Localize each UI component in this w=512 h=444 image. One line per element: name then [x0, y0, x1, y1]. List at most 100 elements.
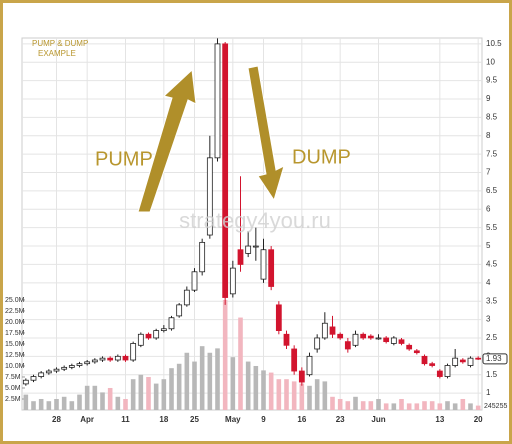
volume-bar — [330, 396, 335, 410]
candle-body — [222, 43, 229, 298]
candle-body — [176, 304, 183, 317]
x-tick-label: 18 — [159, 415, 168, 424]
y2-tick-label: 20.0M — [5, 319, 25, 326]
candle-body — [130, 343, 137, 361]
volume-bar — [77, 394, 82, 410]
x-tick-label: 23 — [336, 415, 345, 424]
y-tick-label: 10.5 — [486, 39, 502, 48]
candle-body — [390, 337, 397, 344]
annotation: DUMP — [292, 146, 351, 168]
y-tick-label: 3.5 — [486, 296, 498, 305]
volume-bar — [130, 379, 136, 410]
y-tick-label: 5 — [486, 241, 491, 250]
x-tick-label: 11 — [121, 415, 130, 424]
x-tick-label: 25 — [190, 415, 199, 424]
candle-body — [321, 322, 328, 339]
volume-bar — [353, 396, 358, 410]
volume-readout: 245255 — [484, 403, 507, 410]
candle-body — [383, 337, 390, 343]
x-tick-label: 16 — [297, 415, 306, 424]
y2-tick-label: 22.5M — [5, 308, 25, 315]
candle-body — [467, 357, 474, 366]
y2-tick-label: 5.0M — [5, 385, 21, 392]
candle-body — [275, 304, 282, 332]
candle-body — [452, 357, 459, 366]
candle-body — [459, 359, 466, 363]
volume-bar — [268, 372, 274, 410]
last-price: 1.93 — [486, 354, 502, 363]
candle-body — [360, 333, 367, 339]
volume-bar — [69, 401, 75, 410]
annotation: PUMP — [95, 148, 153, 170]
volume-bar — [54, 398, 59, 410]
volume-bar — [314, 379, 320, 410]
candle-body — [61, 366, 68, 370]
candle-body — [268, 249, 275, 287]
volume-bar — [61, 396, 67, 410]
candle-body — [475, 357, 482, 360]
y-tick-label: 10 — [486, 57, 495, 66]
y2-tick-label: 17.5M — [5, 330, 25, 337]
candle-body — [137, 333, 144, 346]
volume-bar — [383, 403, 389, 410]
volume-bar — [245, 361, 251, 410]
chart-subtitle: EXAMPLE — [38, 49, 76, 58]
volume-bar — [445, 401, 450, 410]
candle-body — [84, 361, 91, 365]
candle-body — [314, 337, 321, 350]
candle-body — [237, 249, 244, 265]
candle-body — [91, 359, 98, 363]
volume-bar — [391, 403, 397, 410]
y-tick-label: 9.5 — [486, 76, 498, 85]
volume-bar — [215, 348, 220, 410]
y2-tick-label: 10.0M — [5, 363, 25, 370]
y-tick-label: 1.5 — [486, 370, 498, 379]
volume-bar — [207, 352, 213, 410]
y-tick-label: 2.5 — [486, 333, 498, 342]
y-tick-label: 1 — [486, 388, 491, 397]
candle-body — [160, 328, 167, 332]
volume-bar — [399, 398, 404, 410]
x-tick-label: 13 — [435, 415, 444, 424]
candle-body — [22, 379, 29, 385]
candle-body — [45, 370, 52, 374]
volume-bar — [422, 401, 427, 410]
volume-bar — [284, 379, 289, 410]
y-tick-label: 9 — [486, 94, 491, 103]
candle-body — [168, 317, 175, 330]
y-tick-label: 7.5 — [486, 149, 498, 158]
watermark: strategy4you.ru — [179, 208, 331, 233]
candle-body — [406, 344, 413, 350]
candle-body — [291, 348, 298, 372]
x-tick-label: 20 — [474, 415, 483, 424]
volume-bar — [222, 299, 228, 410]
volume-bar — [23, 394, 29, 410]
candle-body — [229, 267, 236, 295]
candle-body — [245, 245, 252, 254]
candle-body — [337, 333, 344, 339]
volume-bar — [261, 370, 266, 410]
chart-title: PUMP & DUMP — [32, 39, 88, 48]
candle-body — [252, 245, 259, 248]
x-tick-label: 9 — [261, 415, 266, 424]
candle-body — [30, 376, 37, 381]
candle-body — [329, 326, 336, 335]
candle-body — [298, 370, 305, 383]
volume-bar — [360, 401, 366, 410]
grid — [22, 38, 482, 410]
volume-bar — [176, 363, 182, 410]
volume-bar — [437, 403, 443, 410]
y-tick-label: 8.5 — [486, 113, 498, 122]
volume-bar — [146, 376, 151, 410]
candle-body — [76, 363, 83, 366]
volume-bar — [337, 398, 343, 410]
candle-body — [53, 368, 60, 372]
volume-bar — [46, 401, 52, 410]
candle-body — [38, 372, 45, 377]
y2-tick-label: 15.0M — [5, 341, 25, 348]
volume-bar — [169, 368, 174, 410]
candle-body — [99, 357, 106, 361]
candle-body — [398, 339, 405, 344]
volume-bar — [368, 401, 374, 410]
candle-body — [68, 365, 75, 368]
